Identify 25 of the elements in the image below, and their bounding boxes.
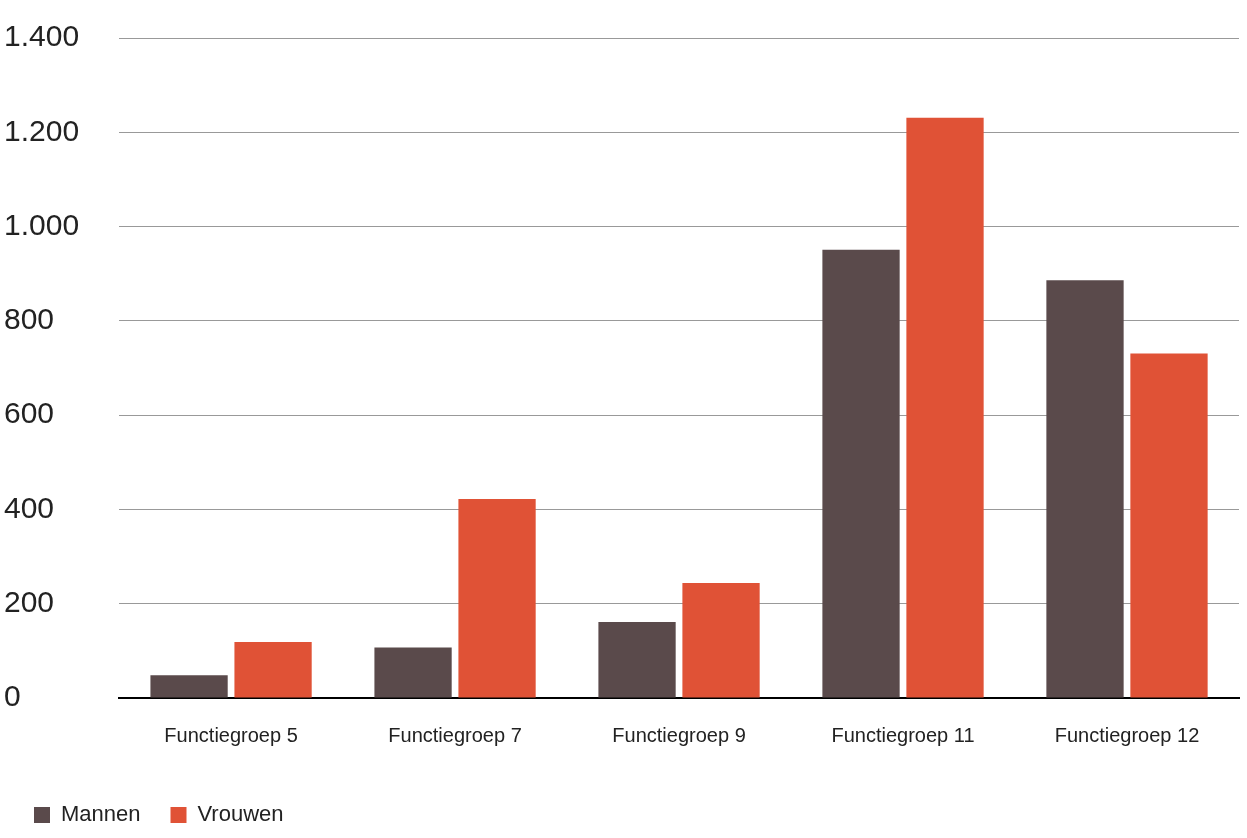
y-tick-label: 200 [4,584,55,618]
legend-label: Mannen [61,801,141,827]
bar [906,117,984,698]
y-tick-label: 1.000 [4,207,80,241]
bar [682,582,760,698]
x-tick-label: Functiegroep 11 [831,723,975,746]
y-tick-label: 600 [4,396,55,430]
legend-label: Vrouwen [197,801,284,827]
bar [458,499,536,698]
y-tick-label: 0 [4,679,21,713]
x-tick-label: Functiegroep 12 [1054,723,1200,746]
bar [1130,353,1208,698]
bar [822,249,900,698]
y-tick-label: 1.400 [4,19,80,53]
bar [234,641,312,698]
x-tick-label: Functiegroep 9 [612,723,746,746]
x-tick-label: Functiegroep 7 [388,723,522,746]
bar [150,675,228,698]
x-tick-label: Functiegroep 5 [164,723,298,746]
y-tick-label: 800 [4,302,55,336]
bar [1046,280,1124,698]
y-tick-label: 1.200 [4,113,80,147]
bar [598,622,676,698]
bar [374,647,452,698]
y-tick-label: 400 [4,490,55,524]
